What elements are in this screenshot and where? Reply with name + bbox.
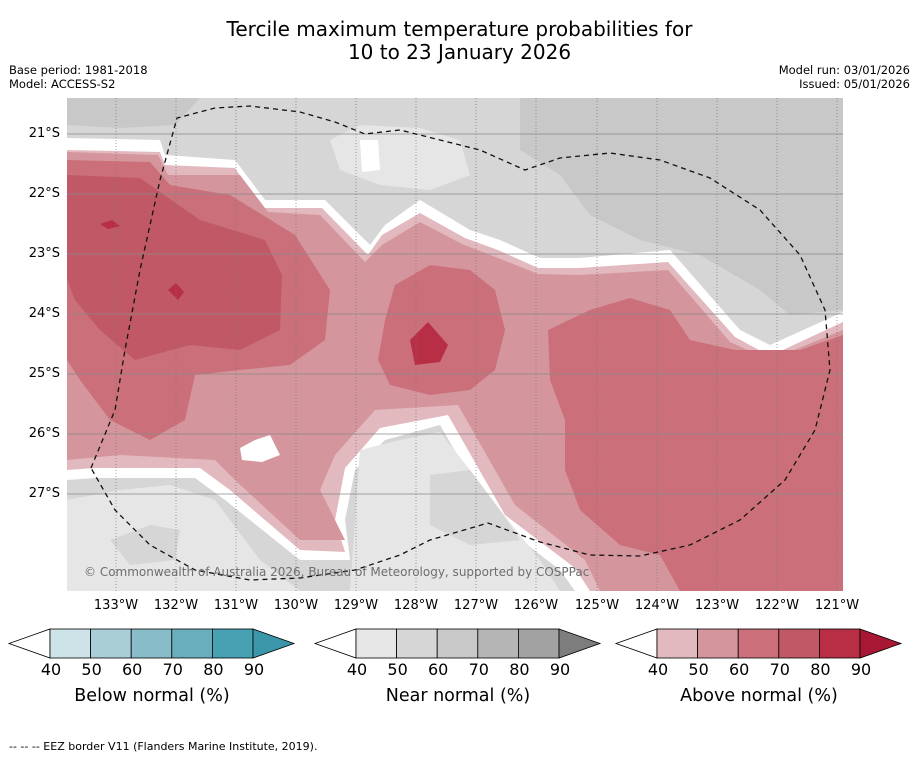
colorbar-tick-label: 90 [850, 660, 872, 679]
near-normal-60-southwest [110, 525, 180, 565]
colorbar-tick-label: 70 [468, 660, 489, 679]
latitude-gridlines [67, 133, 843, 495]
near-normal-50-southwest [67, 485, 300, 591]
colorbar-min-arrow [7, 628, 51, 659]
colorbar-tick-label: 60 [729, 660, 750, 679]
colorbar-segment [171, 628, 213, 659]
lon-label: 125°W [574, 598, 620, 613]
colorbar-min-arrow [614, 628, 658, 659]
colorbar-tick-label: 80 [509, 660, 530, 679]
lon-label: 132°W [153, 598, 199, 613]
colorbar-tick-label: 80 [810, 660, 831, 679]
colorbar-tick-label: 50 [81, 660, 102, 679]
colorbar-tick-label: 50 [688, 660, 709, 679]
lon-label: 128°W [393, 598, 439, 613]
lat-label: 21°S [28, 126, 60, 141]
lon-label: 126°W [513, 598, 559, 613]
colorbar-tick-label: 80 [203, 660, 224, 679]
colorbar-segment [656, 628, 698, 659]
above-normal-70-central [378, 265, 505, 395]
colorbar-label-above: Above normal (%) [680, 686, 838, 706]
colorbar-segment [819, 628, 861, 659]
near-normal-60-region [520, 98, 843, 315]
colorbar-segment [355, 628, 397, 659]
above-normal-70-east [548, 298, 843, 591]
colorbar-segment [396, 628, 438, 659]
colorbar-segment [477, 628, 519, 659]
colorbar-segment [49, 628, 91, 659]
colorbar-max-arrow [558, 628, 602, 659]
model-name: Model: ACCESS-S2 [9, 77, 116, 91]
colorbar-min-arrow [313, 628, 357, 659]
issued-date: Issued: 05/01/2026 [799, 77, 910, 91]
colorbar-max-arrow [859, 628, 903, 659]
map-field [67, 98, 843, 591]
lon-label: 133°W [93, 598, 139, 613]
lat-label: 25°S [28, 366, 60, 381]
lon-label: 122°W [754, 598, 800, 613]
colorbar-segment [778, 628, 820, 659]
colorbar-tick-label: 70 [162, 660, 183, 679]
white-pocket [240, 435, 280, 462]
above-normal-90-cell [410, 322, 448, 365]
eez-footnote: -- -- -- EEZ border V11 (Flanders Marine… [9, 740, 318, 753]
white-pocket [360, 140, 380, 172]
lat-label: 24°S [28, 306, 60, 321]
colorbar-segment [211, 628, 254, 659]
colorbar-tick-label: 50 [387, 660, 408, 679]
meta-right: Model run: 03/01/2026 Issued: 05/01/2026 [779, 63, 910, 91]
colorbar-segment [130, 628, 173, 659]
colorbar-tick-label: 40 [40, 660, 62, 679]
longitude-gridlines [115, 98, 838, 591]
colorbar-segment [737, 628, 780, 659]
colorbar-label-near: Near normal (%) [385, 686, 531, 706]
colorbar-segment [697, 628, 739, 659]
colorbar-tick-label: 70 [769, 660, 790, 679]
colorbar-tick-label: 60 [122, 660, 143, 679]
lat-label: 23°S [28, 246, 60, 261]
lat-label: 26°S [28, 426, 60, 441]
above-normal-90-cell [100, 220, 120, 229]
colorbar-tick-label: 40 [346, 660, 368, 679]
base-period: Base period: 1981-2018 [9, 63, 148, 77]
colorbar-segment [436, 628, 479, 659]
lon-label: 130°W [273, 598, 319, 613]
eez-border-line [90, 105, 831, 581]
colorbar-tick-label: 60 [428, 660, 449, 679]
above-normal-90-cell [168, 283, 184, 300]
lat-label: 22°S [28, 186, 60, 201]
model-run: Model run: 03/01/2026 [778, 63, 910, 77]
colorbar-segment [90, 628, 132, 659]
title-line-2: 10 to 23 January 2026 [347, 40, 572, 64]
colorbar-max-arrow [252, 628, 296, 659]
lon-label: 127°W [453, 598, 499, 613]
title-line-1: Tercile maximum temperature probabilitie… [226, 17, 693, 41]
lon-label: 131°W [213, 598, 259, 613]
colorbars-graphics [7, 628, 903, 659]
meta-left: Base period: 1981-2018 Model: ACCESS-S2 [9, 63, 148, 91]
lon-label: 124°W [634, 598, 680, 613]
colorbar-tick-label: 40 [647, 660, 669, 679]
colorbar-segment [518, 628, 560, 659]
colorbar-tick-label: 90 [549, 660, 571, 679]
copyright-notice: © Commonwealth of Australia 2026, Bureau… [84, 565, 590, 579]
lat-label: 27°S [28, 486, 60, 501]
lon-label: 121°W [814, 598, 860, 613]
near-normal-60-region-west [67, 98, 200, 128]
colorbar-label-below: Below normal (%) [74, 686, 230, 706]
lon-label: 123°W [694, 598, 740, 613]
colorbar-tick-label: 90 [243, 660, 265, 679]
lon-label: 129°W [333, 598, 379, 613]
map-title: Tercile maximum temperature probabilitie… [0, 18, 919, 64]
